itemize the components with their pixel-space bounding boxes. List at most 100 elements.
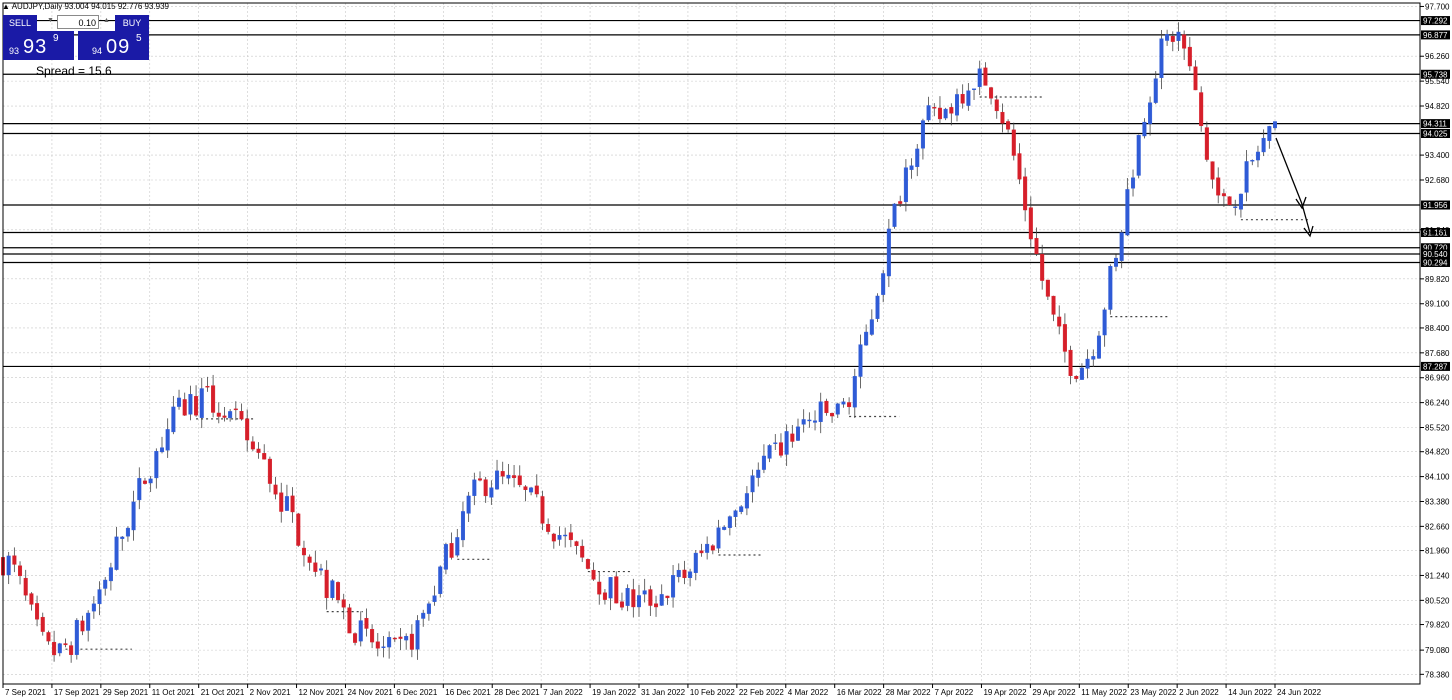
candle-bullish bbox=[426, 603, 431, 614]
price-tick-label: 79.820 bbox=[1425, 621, 1450, 630]
candle-bullish bbox=[103, 579, 108, 589]
candle-bearish bbox=[216, 412, 221, 417]
candle-bearish bbox=[790, 433, 795, 442]
price-tick-label: 80.520 bbox=[1425, 596, 1450, 605]
buy-button[interactable]: BUY bbox=[115, 15, 149, 31]
candle-bullish bbox=[671, 575, 676, 598]
arrow-head-icon bbox=[1295, 196, 1307, 210]
candle-bullish bbox=[1131, 177, 1136, 189]
lot-size-input[interactable]: 0.10 bbox=[57, 15, 99, 29]
candle-bullish bbox=[489, 487, 494, 498]
price-tick-label: 84.820 bbox=[1425, 448, 1450, 457]
candle-bullish bbox=[807, 419, 812, 422]
candle-bullish bbox=[114, 536, 119, 570]
forecast-arrow-line-1 bbox=[1275, 137, 1303, 205]
date-tick-label: 29 Sep 2021 bbox=[103, 688, 149, 697]
sell-button[interactable]: SELL bbox=[3, 15, 37, 31]
candle-bullish bbox=[57, 643, 62, 654]
candle-bearish bbox=[710, 545, 715, 551]
candle-bullish bbox=[1085, 358, 1090, 369]
candle-bearish bbox=[1216, 177, 1221, 196]
level-label-box bbox=[1421, 361, 1450, 371]
date-tick-label: 16 Dec 2021 bbox=[445, 688, 491, 697]
price-tick-label: 83.380 bbox=[1425, 497, 1450, 506]
candle-bearish bbox=[568, 532, 573, 541]
symbol-title-text: AUDJPY,Daily 93.004 94.015 92.776 93.939 bbox=[11, 2, 170, 11]
candle-bullish bbox=[1148, 102, 1153, 125]
candle-bearish bbox=[551, 533, 556, 542]
candle-bullish bbox=[875, 295, 880, 319]
spread-label: Spread = 15.6 bbox=[36, 64, 112, 78]
level-label-box bbox=[1421, 257, 1450, 267]
price-tick-label: 82.660 bbox=[1425, 522, 1450, 531]
candle-bearish bbox=[478, 478, 483, 481]
candle-bullish bbox=[1233, 206, 1238, 208]
candle-bullish bbox=[6, 555, 11, 576]
price-tick-label: 84.100 bbox=[1425, 473, 1450, 482]
level-label: 87.287 bbox=[1423, 362, 1448, 371]
candle-bullish bbox=[909, 165, 914, 170]
candle-bearish bbox=[937, 107, 942, 120]
price-tick-label: 79.080 bbox=[1425, 646, 1450, 655]
candle-bullish bbox=[97, 589, 102, 605]
candle-bearish bbox=[233, 408, 238, 411]
candle-bearish bbox=[699, 550, 704, 554]
candle-bearish bbox=[341, 599, 346, 608]
candle-bullish bbox=[131, 501, 136, 531]
candle-bearish bbox=[619, 601, 624, 608]
candle-bearish bbox=[40, 616, 45, 632]
candles bbox=[1, 22, 1310, 663]
candle-bullish bbox=[920, 120, 925, 149]
candle-bullish bbox=[91, 603, 96, 612]
candle-bearish bbox=[1028, 207, 1033, 240]
level-label: 94.311 bbox=[1423, 120, 1447, 129]
candle-bullish bbox=[177, 397, 182, 407]
forecast-arrow bbox=[1275, 137, 1314, 238]
candle-bullish bbox=[1238, 193, 1243, 210]
candle-bearish bbox=[296, 513, 301, 546]
candle-bullish bbox=[727, 516, 732, 528]
price-tick-label: 97.700 bbox=[1425, 2, 1450, 11]
candle-bullish bbox=[903, 167, 908, 203]
candle-bullish bbox=[358, 620, 363, 642]
candle-bullish bbox=[608, 577, 613, 599]
candle-bearish bbox=[279, 492, 284, 512]
candle-bullish bbox=[330, 580, 335, 598]
buy-price-button[interactable]: 94 09 5 bbox=[78, 31, 149, 60]
level-label-box bbox=[1421, 243, 1450, 253]
candle-bullish bbox=[1244, 161, 1249, 193]
date-tick-label: 19 Jan 2022 bbox=[592, 688, 637, 697]
candle-bearish bbox=[182, 399, 187, 416]
candle-bearish bbox=[1011, 129, 1016, 156]
lot-decrease-icon[interactable]: ▼ bbox=[47, 17, 54, 24]
price-tick-label: 89.100 bbox=[1425, 300, 1450, 309]
candle-bearish bbox=[52, 641, 57, 656]
candle-bearish bbox=[1051, 295, 1056, 315]
candle-bullish bbox=[120, 536, 125, 539]
level-label: 97.292 bbox=[1423, 17, 1448, 26]
sell-price-prefix: 93 bbox=[9, 46, 20, 56]
candle-bearish bbox=[778, 442, 783, 456]
plot-frame bbox=[2, 2, 1421, 685]
candle-bullish bbox=[796, 426, 801, 441]
candle-bearish bbox=[347, 607, 352, 634]
sell-price-button[interactable]: 93 93 9 bbox=[3, 31, 74, 60]
chart-grid bbox=[2, 3, 1420, 684]
date-tick-label: 31 Jan 2022 bbox=[641, 688, 686, 697]
level-label: 91.956 bbox=[1423, 201, 1448, 210]
price-tick-label: 96.260 bbox=[1425, 52, 1450, 61]
candle-bearish bbox=[983, 67, 988, 86]
candle-bullish bbox=[835, 403, 840, 415]
candle-bearish bbox=[932, 107, 937, 109]
lot-increase-icon[interactable]: ▲ bbox=[103, 17, 110, 24]
candle-bearish bbox=[250, 441, 255, 450]
candle-bullish bbox=[972, 88, 977, 90]
candle-bullish bbox=[472, 479, 477, 496]
chart-symbol-title: ▲ AUDJPY,Daily 93.004 94.015 92.776 93.9… bbox=[2, 2, 169, 11]
price-tick-label: 89.820 bbox=[1425, 275, 1450, 284]
candle-bearish bbox=[574, 541, 579, 546]
candle-bearish bbox=[18, 565, 23, 577]
candle-bullish bbox=[716, 527, 721, 549]
